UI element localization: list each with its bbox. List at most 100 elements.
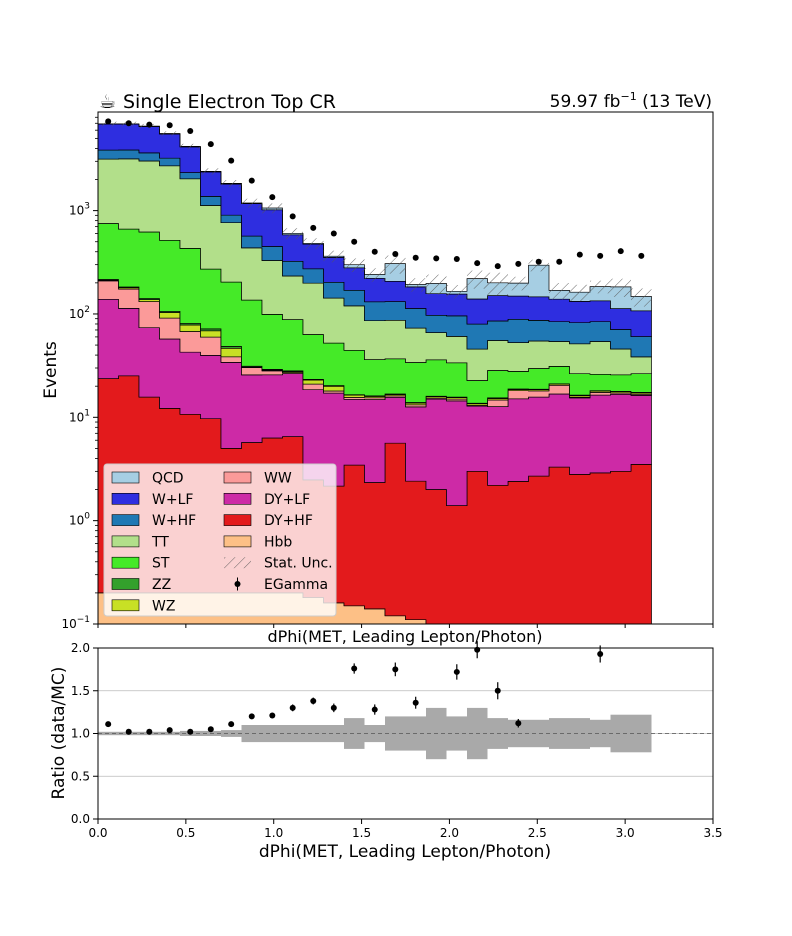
legend-label: ZZ: [152, 577, 171, 593]
data-point: [494, 263, 501, 270]
ratio-band-bin: [631, 714, 652, 753]
data-point: [556, 258, 563, 265]
ratio-point: [310, 698, 317, 705]
legend-swatch: [223, 535, 252, 548]
stat-unc-bin: [426, 274, 447, 295]
ratio-point: [289, 704, 296, 711]
ratio-band-bin: [241, 725, 262, 743]
ratio-x-tick-label: 2.0: [440, 826, 459, 840]
data-point: [269, 194, 276, 201]
legend-label: DY+HF: [264, 513, 313, 529]
main-plot-frame: [97, 111, 714, 625]
ratio-x-tick-label: 2.5: [528, 826, 547, 840]
legend-label: QCD: [152, 471, 184, 487]
stat-unc-bin: [467, 270, 488, 289]
ratio-axis-ticks: 0.0 0.5 1.0 1.5 2.0 0.0 0.5 1.0 1.5 2.0 2.5 3.0 3.5: [71, 641, 723, 840]
ratio-band-bin: [590, 719, 611, 748]
data-point: [617, 248, 624, 255]
stat-unc-bin: [385, 255, 406, 274]
data-point: [638, 252, 645, 259]
main-x-axis-label: dPhi(MET, Leading Lepton/Photon): [267, 627, 542, 646]
ratio-point: [187, 728, 194, 735]
ratio-point: [412, 699, 419, 706]
data-point: [371, 248, 378, 255]
data-point: [289, 213, 296, 220]
data-point: [412, 254, 419, 261]
legend-swatch: [111, 514, 140, 526]
stat-unc-bin: [487, 272, 508, 296]
legend-swatch: [111, 556, 140, 569]
legend-label: ST: [152, 556, 170, 572]
stat-unc-bin: [159, 131, 180, 136]
y-tick-label: 103: [69, 202, 90, 218]
data-point: [146, 121, 153, 128]
data-point: [351, 238, 358, 245]
lumi-exponent: −1: [620, 90, 636, 103]
legend-label: TT: [151, 534, 169, 550]
main-axis-ticks: 10−1 100 101 102 103: [61, 116, 714, 631]
ratio-y-axis-label: Ratio (data/MC): [49, 667, 69, 800]
main-y-axis-label: Events: [41, 341, 61, 399]
ratio-band-bin: [549, 718, 570, 749]
legend-entry: ZZ: [111, 577, 171, 593]
stat-unc-bin: [241, 198, 262, 208]
y-tick-label: 100: [69, 512, 90, 528]
stat-unc-bin: [221, 180, 242, 188]
stat-unc-bin: [446, 285, 467, 299]
stat-unc-bin: [344, 258, 365, 272]
legend-label: EGamma: [264, 577, 328, 593]
legend-items: QCD WW W+LF DY+LF W+HF DY+HF TT Hbb ST Stat. Unc.…: [111, 471, 333, 614]
luminosity-label: 59.97 fb−1 (13 TeV): [550, 90, 712, 112]
legend-label: DY+LF: [264, 492, 310, 508]
ratio-x-tick-label: 0.0: [88, 826, 107, 840]
ratio-point: [515, 720, 522, 727]
legend-swatch: [234, 581, 241, 587]
ratio-point: [248, 713, 255, 720]
ratio-point: [494, 687, 501, 694]
legend-swatch: [111, 599, 140, 612]
ratio-point: [125, 728, 132, 735]
legend-swatch: [223, 492, 252, 505]
lumi-suffix: (13 TeV): [637, 92, 712, 112]
stat-unc-bin: [200, 168, 221, 175]
data-point: [228, 157, 235, 164]
ratio-band-bin: [323, 725, 344, 743]
ratio-y-tick-label: 0.0: [71, 812, 90, 826]
stat-unc-layer: [98, 121, 652, 307]
legend-swatch: [111, 578, 140, 590]
ratio-x-tick-label: 3.5: [703, 826, 722, 840]
data-point: [392, 251, 399, 258]
ratio-plot: 0.00.51.01.52.00.0 0.5 1.0 1.5 2.0 2.5 3.0 3.5 …: [49, 641, 723, 862]
ratio-band-bin: [569, 718, 590, 749]
legend-swatch: [111, 492, 140, 505]
ratio-band-bin: [610, 714, 631, 753]
legend-entry: ST: [111, 556, 170, 572]
ratio-point: [269, 712, 276, 719]
main-plot: 10−1 100 101 102 103 Events dPhi(MET, Leadin…: [41, 111, 714, 646]
legend-label: WZ: [152, 598, 175, 614]
data-point: [105, 118, 112, 125]
legend-entry: W+LF: [111, 492, 193, 508]
ratio-point: [453, 668, 460, 675]
stat-unc-bin: [180, 143, 201, 150]
ratio-y-tick-label: 1.0: [71, 727, 90, 741]
ratio-band-bin: [528, 719, 549, 748]
legend-label: W+HF: [152, 513, 196, 529]
ratio-band-bin: [282, 725, 303, 743]
ratio-x-tick-label: 1.0: [264, 826, 283, 840]
legend-entry: DY+LF: [223, 492, 310, 508]
ratio-points: [105, 641, 604, 735]
ratio-point: [146, 728, 153, 735]
legend-label: Hbb: [264, 534, 292, 550]
ratio-band-bin: [262, 725, 283, 743]
legend: QCD WW W+LF DY+LF W+HF DY+HF TT Hbb ST Stat. Unc.…: [103, 463, 337, 617]
stat-unc-bin: [323, 250, 344, 263]
stat-unc-bin: [508, 276, 529, 291]
ratio-point: [166, 727, 173, 734]
legend-entry: WW: [223, 471, 292, 487]
legend-swatch: [223, 471, 252, 484]
legend-label: W+LF: [152, 492, 193, 508]
data-point: [248, 177, 255, 184]
ratio-point: [228, 721, 235, 728]
